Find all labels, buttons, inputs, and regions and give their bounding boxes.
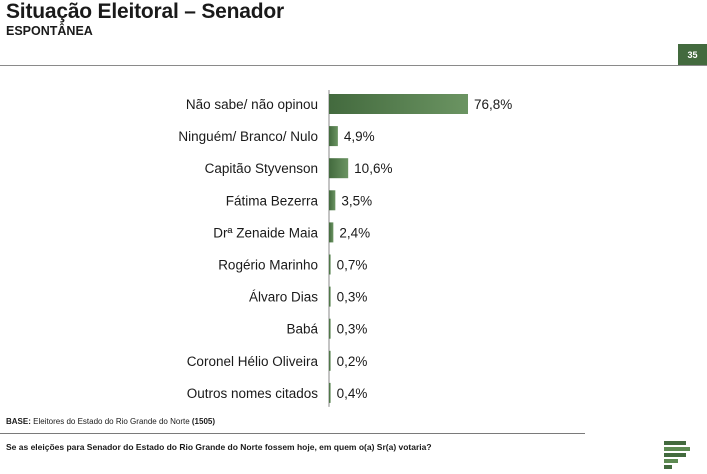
data-label: 0,2% — [337, 354, 368, 369]
category-label: Álvaro Dias — [249, 290, 318, 305]
data-label: 76,8% — [474, 97, 512, 112]
bar — [329, 126, 338, 147]
page-number-badge: 35 — [678, 44, 707, 66]
base-count: (1505) — [191, 417, 215, 426]
footer-divider — [0, 433, 585, 434]
category-label: Rogério Marinho — [218, 258, 318, 273]
category-label: Fátima Bezerra — [226, 193, 319, 208]
survey-question: Se as eleições para Senador do Estado do… — [6, 442, 432, 452]
bar — [329, 382, 331, 403]
bar — [329, 254, 331, 275]
category-label: Ninguém/ Branco/ Nulo — [178, 129, 318, 144]
green-stripes-logo-icon — [664, 441, 690, 469]
bar — [329, 190, 336, 211]
data-label: 3,5% — [341, 193, 372, 208]
base-label: BASE: — [6, 417, 31, 426]
data-label: 0,7% — [337, 258, 368, 273]
data-label: 0,3% — [337, 322, 368, 337]
bar — [329, 158, 349, 179]
category-label: Coronel Hélio Oliveira — [187, 354, 319, 369]
data-label: 2,4% — [339, 225, 370, 240]
category-label: Capitão Styvenson — [205, 161, 318, 176]
data-label: 4,9% — [344, 129, 375, 144]
bar — [329, 350, 331, 371]
category-label: Outros nomes citados — [187, 386, 319, 401]
page-title: Situação Eleitoral – Senador — [6, 0, 284, 23]
base-note: BASE: Eleitores do Estado do Rio Grande … — [6, 417, 215, 426]
base-description: Eleitores do Estado do Rio Grande do Nor… — [30, 417, 192, 426]
category-label: Não sabe/ não opinou — [186, 97, 318, 112]
category-label: Babá — [286, 322, 318, 337]
bar — [329, 94, 468, 114]
header-divider — [0, 65, 707, 66]
data-label: 10,6% — [354, 161, 392, 176]
data-label: 0,4% — [337, 386, 368, 401]
page-subtitle: ESPONTÂNEA — [6, 24, 93, 38]
bar — [329, 318, 331, 339]
data-label: 0,3% — [337, 290, 368, 305]
bar — [329, 222, 334, 243]
bar — [329, 286, 331, 307]
category-label: Drª Zenaide Maia — [213, 225, 318, 240]
